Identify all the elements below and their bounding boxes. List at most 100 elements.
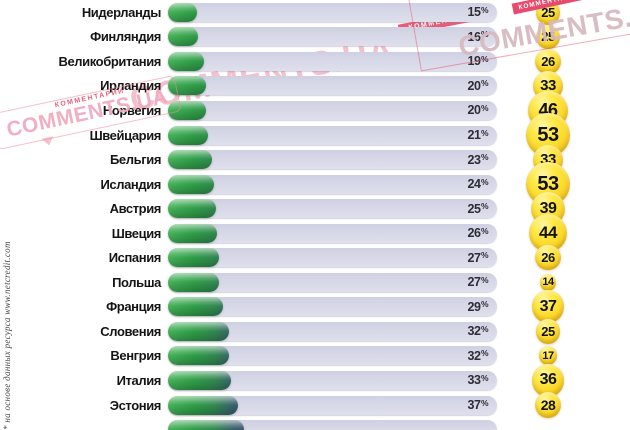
percent-label: 32%: [467, 346, 489, 365]
percent-value: 21: [467, 128, 481, 142]
country-label: Венгрия: [110, 348, 161, 364]
bar-fill: [168, 420, 244, 430]
bar-fill: [168, 370, 231, 390]
percent-value: 27: [467, 250, 481, 265]
country-label: Исландия: [100, 176, 161, 192]
bubble-column: 37: [497, 290, 625, 324]
bar-track: 15%: [168, 2, 497, 22]
bar-track: 23%: [168, 150, 497, 170]
percent-label: 21%: [467, 126, 489, 145]
bubble-column: 28: [497, 391, 625, 419]
bar-fill: [168, 125, 208, 145]
chart-row: Финляндия 16% 25: [0, 24, 630, 50]
bar-track: 29%: [168, 297, 497, 317]
chart-row: Испания 27% 26: [0, 245, 630, 271]
bubble-column: 25: [497, 24, 625, 50]
country-label: Эстония: [109, 397, 162, 413]
percent-value: 37: [467, 398, 481, 413]
bar-track: 24%: [168, 174, 497, 194]
chart-row: Франция 29% 37: [0, 290, 630, 324]
source-footnote: * на основе данных ресурса www.netcredit…: [2, 241, 12, 430]
bar-track: 37%: [168, 395, 497, 415]
country-label: Швейцария: [89, 127, 162, 143]
bar-fill: [168, 76, 206, 96]
bar-fill: [168, 395, 239, 415]
chart-row: Швейцария 21% 53: [0, 112, 630, 158]
percent-sign: %: [480, 127, 489, 138]
chart-row: Италия 33% 36: [0, 364, 630, 397]
bar-track: [168, 420, 497, 430]
percent-value: 32: [467, 324, 481, 339]
score-bubble: 37: [531, 290, 565, 324]
percent-value: 33: [467, 373, 481, 388]
score-bubble: 17: [538, 346, 558, 366]
bubble-column: [497, 417, 625, 430]
bar-track: 16%: [168, 27, 497, 47]
country-label: Норвегия: [102, 102, 162, 118]
country-label: Австрия: [109, 201, 162, 217]
bar-fill: [168, 150, 212, 170]
percent-sign: %: [480, 372, 489, 383]
percent-value: 26: [467, 226, 481, 241]
bar-fill: [168, 248, 220, 268]
bar-fill: [168, 27, 199, 47]
percent-label: 24%: [468, 175, 489, 194]
country-label: Великобритания: [58, 53, 161, 69]
country-label: Испания: [108, 250, 162, 266]
bubble-column: 53: [497, 112, 625, 158]
bar-fill: [168, 174, 214, 194]
percent-sign: %: [480, 29, 489, 40]
bubble-column: 36: [497, 364, 625, 397]
chart-row: Норвегия 20% 46: [0, 90, 630, 131]
bar-track: 26%: [168, 223, 497, 243]
country-label: Польша: [112, 274, 161, 290]
percent-label: 37%: [467, 396, 489, 415]
bar-fill: [168, 199, 216, 219]
bubble-column: 53: [497, 162, 625, 207]
percent-sign: %: [480, 78, 489, 89]
percent-sign: %: [480, 201, 489, 212]
bubble-column: 26: [497, 245, 625, 271]
percent-sign: %: [480, 225, 489, 236]
bubble-column: 17: [497, 344, 625, 369]
score-bubble: 36: [531, 364, 565, 397]
percent-label: 19%: [468, 52, 489, 71]
percent-label: 29%: [468, 297, 489, 316]
bar-track: 32%: [168, 321, 497, 341]
percent-sign: %: [480, 250, 489, 261]
score-bubble: 28: [534, 391, 562, 419]
chart-row: Польша 27% 14: [0, 270, 630, 295]
bar-fill: [168, 223, 218, 243]
percent-value: 32: [467, 348, 481, 363]
percent-value: 16: [467, 29, 481, 44]
bar-track: 25%: [168, 199, 497, 219]
bar-fill: [168, 51, 205, 71]
bar-track: 20%: [168, 76, 497, 96]
percent-value: 27: [467, 275, 481, 290]
percent-value: 25: [467, 201, 481, 216]
score-bubble: 26: [535, 48, 561, 74]
percent-label: 27%: [467, 248, 489, 267]
bar-track: 19%: [168, 51, 497, 71]
percent-sign: %: [480, 274, 489, 285]
chart-row: Словения 32% 25: [0, 319, 630, 344]
chart-row: Ирландия 20% 33: [0, 70, 630, 101]
chart-row: Эстония 37% 28: [0, 391, 630, 419]
percent-sign: %: [480, 53, 489, 64]
bubble-column: 26: [497, 48, 625, 74]
percent-label: 20%: [468, 101, 489, 120]
country-label: Франция: [106, 299, 161, 315]
percent-sign: %: [480, 4, 489, 15]
country-label: Ирландия: [100, 78, 161, 94]
bubble-column: 25: [497, 319, 625, 344]
bubble-column: 39: [497, 191, 625, 226]
percent-sign: %: [480, 348, 489, 359]
percent-sign: %: [480, 299, 489, 310]
bar-track: 21%: [168, 125, 497, 145]
bar-fill: [168, 321, 229, 341]
percent-label: 15%: [468, 3, 489, 22]
country-label: Италия: [116, 372, 162, 388]
percent-label: 26%: [467, 224, 489, 243]
